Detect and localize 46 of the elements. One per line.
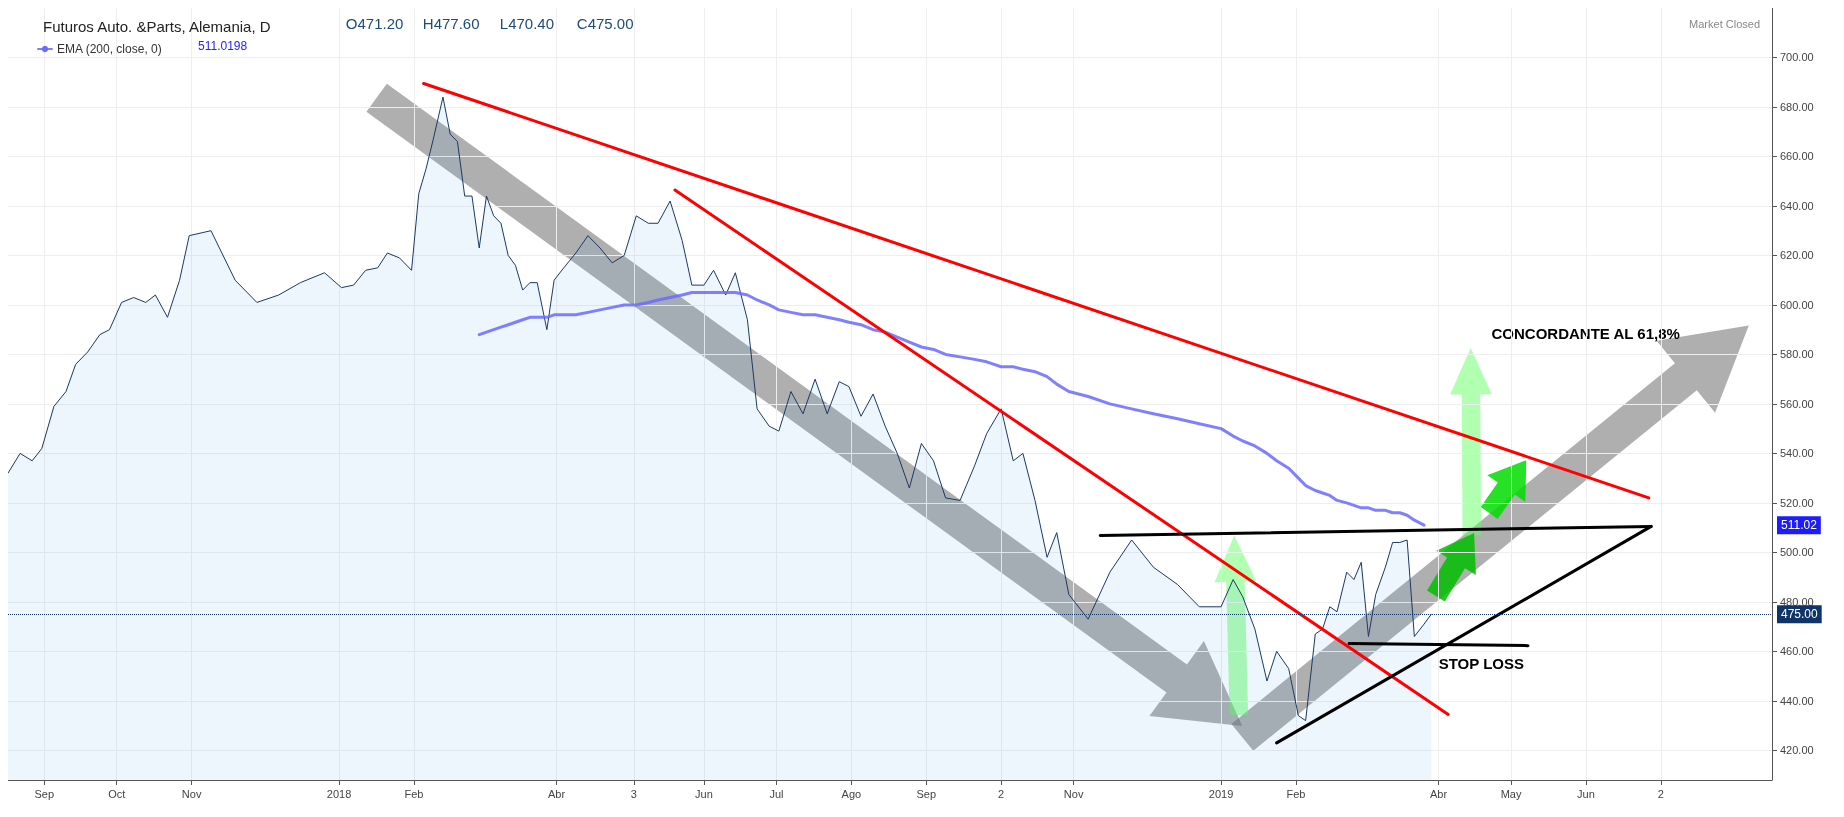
x-tick-label: 2019 [1208,787,1234,800]
x-tick-label: 2018 [326,787,352,800]
x-tick-label: Abr [547,787,566,800]
annotation: C475.00 [576,15,634,32]
y-tick-label: 580.00 [1780,348,1814,361]
y-tick-label: 460.00 [1780,645,1814,658]
y-tick-label: 540.00 [1780,447,1814,460]
y-tick-label: 560.00 [1780,397,1814,410]
annotation: O471.20 [345,15,404,32]
y-tick-label: 700.00 [1780,51,1814,64]
y-tick-label: 680.00 [1780,100,1814,113]
x-tick-label: Oct [108,787,126,800]
legend-label: EMA (200, close, 0) [57,42,162,56]
x-tick-label: Abr [1429,787,1448,800]
x-tick-label: May [1500,787,1522,800]
x-tick-label: Sep [34,787,55,800]
annotation: H477.60 [422,15,480,32]
y-tick-label: 420.00 [1780,744,1814,757]
annotation: L470.40 [499,15,555,32]
annotation: STOP LOSS [1438,655,1525,673]
y-tick-label: 440.00 [1780,694,1814,707]
annotation: Market Closed [1689,17,1761,30]
y-tick-label: 600.00 [1780,298,1814,311]
x-tick-label: Sep [916,787,937,800]
y-tick-label: 500.00 [1780,546,1814,559]
x-tick-label: Nov [181,787,202,800]
y-tick-label: 620.00 [1780,249,1814,262]
x-tick-label: 2 [998,787,1005,800]
annotation: 511.0198 [198,39,248,53]
x-tick-label: Jun [695,787,713,800]
x-tick-label: Ago [841,787,862,800]
y-tick-label: 520.00 [1780,496,1814,509]
y-tick-label: 640.00 [1780,199,1814,212]
y-tick-label: 480.00 [1780,595,1814,608]
ref-line-label: 475.00 [1781,607,1819,622]
text: Futuros Auto. &Parts, Alemania, D [43,18,271,35]
x-tick-label: Nov [1063,787,1084,800]
x-tick-label: 3 [630,787,637,800]
annotation: CONCORDANTE AL 61,8% [1491,324,1680,342]
text: 511.02 [1781,518,1818,533]
x-tick-label: Feb [404,787,424,800]
x-tick-label: 2 [1657,787,1664,800]
x-tick-label: Feb [1286,787,1306,800]
x-tick-label: Jun [1577,787,1595,800]
x-tick-label: Jul [769,787,784,800]
y-tick-label: 660.00 [1780,150,1814,163]
